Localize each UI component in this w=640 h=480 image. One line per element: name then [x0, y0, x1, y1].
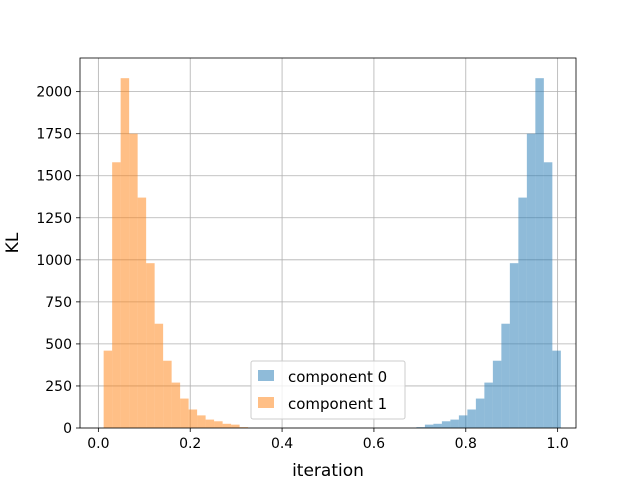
bar-component-0 [518, 197, 527, 428]
legend-label-component-0: component 0 [288, 368, 387, 386]
y-tick-label: 0 [63, 421, 72, 437]
legend-label-component-1: component 1 [288, 395, 387, 413]
x-axis-label: iteration [292, 461, 364, 480]
bar-component-1 [120, 78, 130, 428]
bar-component-0 [543, 162, 553, 429]
y-tick-label: 250 [45, 379, 72, 395]
bar-component-1 [205, 419, 215, 428]
bar-component-1 [154, 323, 164, 428]
bar-component-1 [231, 424, 240, 428]
legend-box [250, 360, 406, 420]
bar-component-0 [424, 424, 434, 428]
y-tick-label: 500 [45, 337, 72, 353]
bar-component-0 [450, 419, 459, 428]
bar-component-0 [441, 421, 451, 428]
y-axis-label: KL [3, 232, 23, 253]
y-tick-label: 1250 [36, 211, 72, 227]
bar-component-0 [492, 360, 502, 428]
x-tick-label: 1.0 [546, 436, 568, 452]
bar-component-1 [214, 421, 223, 428]
bar-component-0 [484, 382, 493, 428]
bar-component-0 [509, 263, 519, 428]
bar-component-1 [163, 360, 172, 428]
bar-component-1 [103, 350, 113, 428]
plot-frame [79, 57, 577, 429]
bars [103, 78, 561, 429]
legend-swatch-component-0 [258, 370, 274, 381]
bar-component-1 [188, 409, 198, 428]
bar-component-0 [433, 423, 442, 428]
y-tick-label: 2000 [36, 85, 72, 101]
legend: component 0 component 1 [250, 360, 406, 420]
bar-component-0 [416, 427, 425, 428]
bar-component-1 [146, 263, 155, 428]
bar-component-1 [129, 133, 138, 428]
bar-component-1 [137, 197, 147, 428]
bar-component-0 [526, 133, 536, 428]
y-tick-label: 1500 [36, 169, 72, 185]
x-tick-label: 0.0 [87, 436, 109, 452]
bar-component-0 [535, 78, 544, 428]
y-axis-ticks: 0 250 500 750 1000 1250 1500 1750 2000 [36, 85, 80, 437]
bar-component-1-tail [239, 427, 249, 428]
y-tick-label: 750 [45, 295, 72, 311]
bar-component-1 [222, 423, 232, 428]
bar-component-0-tail [552, 350, 561, 428]
bar-component-0 [475, 398, 485, 428]
x-axis-ticks: 0.0 0.2 0.4 0.6 0.8 1.0 [87, 428, 569, 452]
y-tick-label: 1000 [36, 253, 72, 269]
bar-component-1 [180, 398, 189, 428]
bar-component-1 [112, 162, 121, 429]
x-tick-label: 0.8 [455, 436, 477, 452]
bar-component-0 [467, 409, 476, 428]
bar-component-1 [171, 382, 181, 428]
x-tick-label: 0.4 [271, 436, 293, 452]
bar-component-0 [458, 415, 468, 428]
bar-component-0 [501, 323, 510, 428]
legend-swatch-component-1 [258, 397, 274, 408]
x-tick-label: 0.2 [179, 436, 201, 452]
y-tick-label: 1750 [36, 127, 72, 143]
bar-component-1 [197, 415, 206, 428]
x-tick-label: 0.6 [363, 436, 385, 452]
